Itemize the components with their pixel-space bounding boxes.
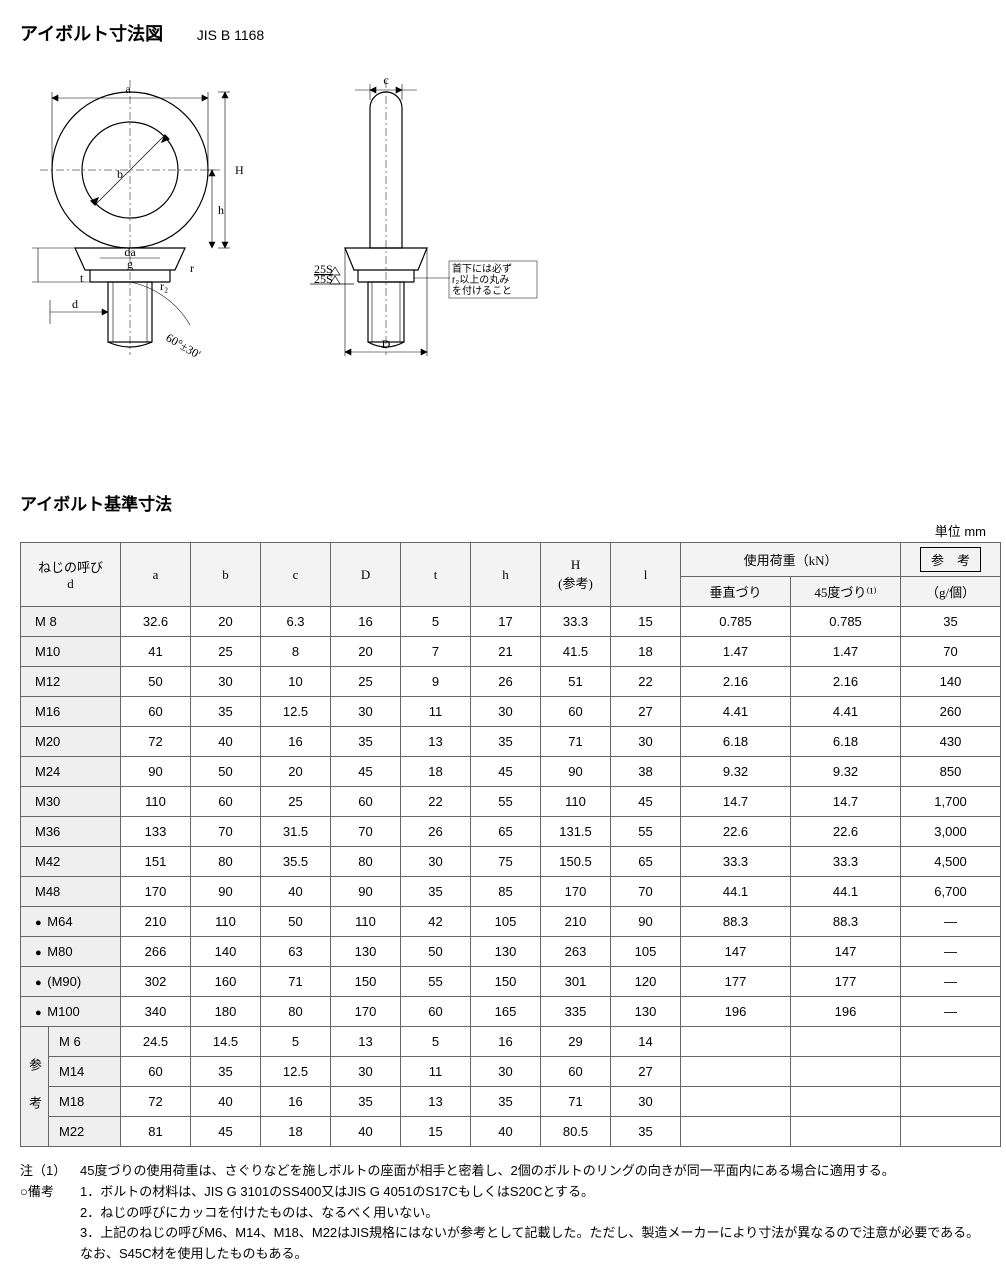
dim-r: r bbox=[190, 261, 194, 275]
dim-H: H bbox=[235, 163, 244, 177]
dim-a: a bbox=[125, 82, 131, 96]
note-1: 45度づりの使用荷重は、さぐりなどを施しボルトの座面が相手と密着し、2個のボルト… bbox=[80, 1161, 986, 1182]
dim-h: h bbox=[218, 203, 224, 217]
eyebolt-front-diagram: a b H h da g bbox=[20, 60, 250, 360]
th-weight: （g/個） bbox=[901, 577, 1001, 607]
th-l: l bbox=[611, 543, 681, 607]
table-row: ● M1003401808017060165335130196196― bbox=[21, 997, 1001, 1027]
table-row: M3011060256022551104514.714.71,700 bbox=[21, 787, 1001, 817]
unit-label: 単位 mm bbox=[20, 521, 986, 540]
dim-g: g bbox=[127, 257, 133, 271]
page-title: アイボルト寸法図 bbox=[20, 20, 163, 46]
standard-code: JIS B 1168 bbox=[197, 27, 264, 43]
fillet-note-1: 首下には必ず bbox=[452, 262, 512, 275]
th-c: c bbox=[261, 543, 331, 607]
diagram-row: a b H h da g bbox=[20, 60, 986, 360]
th-h: h bbox=[471, 543, 541, 607]
note-1-tag: 注（1） bbox=[20, 1161, 80, 1182]
table-row: ● M6421011050110421052109088.388.3― bbox=[21, 907, 1001, 937]
notes: 注（1） 45度づりの使用荷重は、さぐりなどを施しボルトの座面が相手と密着し、2… bbox=[20, 1161, 986, 1265]
fillet-note-2: r₂以上の丸み bbox=[452, 273, 509, 286]
table-title: アイボルト基準寸法 bbox=[20, 490, 986, 515]
table-row: ● M802661406313050130263105147147― bbox=[21, 937, 1001, 967]
dim-D: D bbox=[382, 337, 391, 351]
page-header: アイボルト寸法図 JIS B 1168 bbox=[20, 20, 986, 46]
th-ang: 45度づり⁽¹⁾ bbox=[791, 577, 901, 607]
table-row: M361337031.5702665131.55522.622.63,000 bbox=[21, 817, 1001, 847]
eyebolt-side-diagram: c D 25S 25S 首下には必ず r₂以上の丸み bbox=[300, 60, 550, 360]
surface-finish-2: 25S bbox=[314, 272, 333, 286]
dim-t: t bbox=[80, 271, 84, 285]
th-a: a bbox=[121, 543, 191, 607]
note-2c: 3．上記のねじの呼びM6、M14、M18、M22はJIS規格にはないが参考として… bbox=[80, 1223, 986, 1265]
dim-angle: 60°±30' bbox=[164, 330, 204, 360]
table-row: M14603512.53011306027 bbox=[21, 1057, 1001, 1087]
table-row: ● (M90)3021607115055150301120177177― bbox=[21, 967, 1001, 997]
table-row: M187240163513357130 bbox=[21, 1087, 1001, 1117]
table-row: M16603512.530113060274.414.41260 bbox=[21, 697, 1001, 727]
table-row: M2072401635133571306.186.18430 bbox=[21, 727, 1001, 757]
dimensions-table: ねじの呼び d a b c D t h H (参考) l 使用荷重（kN） 参 … bbox=[20, 542, 1001, 1147]
note-2b: 2．ねじの呼びにカッコを付けたものは、なるべく用いない。 bbox=[80, 1203, 986, 1224]
table-row: M421518035.5803075150.56533.333.34,500 bbox=[21, 847, 1001, 877]
dim-b: b bbox=[117, 167, 123, 181]
th-vert: 垂直づり bbox=[681, 577, 791, 607]
table-row: M125030102592651222.162.16140 bbox=[21, 667, 1001, 697]
th-D: D bbox=[331, 543, 401, 607]
fillet-note-3: を付けること bbox=[452, 284, 512, 297]
table-row: M 832.6206.31651733.3150.7850.78535 bbox=[21, 607, 1001, 637]
table-row: M2281451840154080.535 bbox=[21, 1117, 1001, 1147]
th-H: H (参考) bbox=[541, 543, 611, 607]
dim-c: c bbox=[383, 73, 388, 87]
table-row: 参 考M 624.514.55135162914 bbox=[21, 1027, 1001, 1057]
table-row: M10412582072141.5181.471.4770 bbox=[21, 637, 1001, 667]
dim-d: d bbox=[72, 297, 78, 311]
th-ref: 参 考 bbox=[901, 543, 1001, 577]
dim-r2: r₂ bbox=[160, 279, 168, 293]
table-row: M4817090409035851707044.144.16,700 bbox=[21, 877, 1001, 907]
table-row: M2490502045184590389.329.32850 bbox=[21, 757, 1001, 787]
note-2a: 1．ボルトの材料は、JIS G 3101のSS400又はJIS G 4051のS… bbox=[80, 1182, 986, 1203]
th-d: ねじの呼び d bbox=[21, 543, 121, 607]
th-b: b bbox=[191, 543, 261, 607]
note-2-tag: ○備考 bbox=[20, 1182, 80, 1203]
ref-group-label: 参 考 bbox=[21, 1027, 49, 1147]
th-load: 使用荷重（kN） bbox=[681, 543, 901, 577]
th-t: t bbox=[401, 543, 471, 607]
